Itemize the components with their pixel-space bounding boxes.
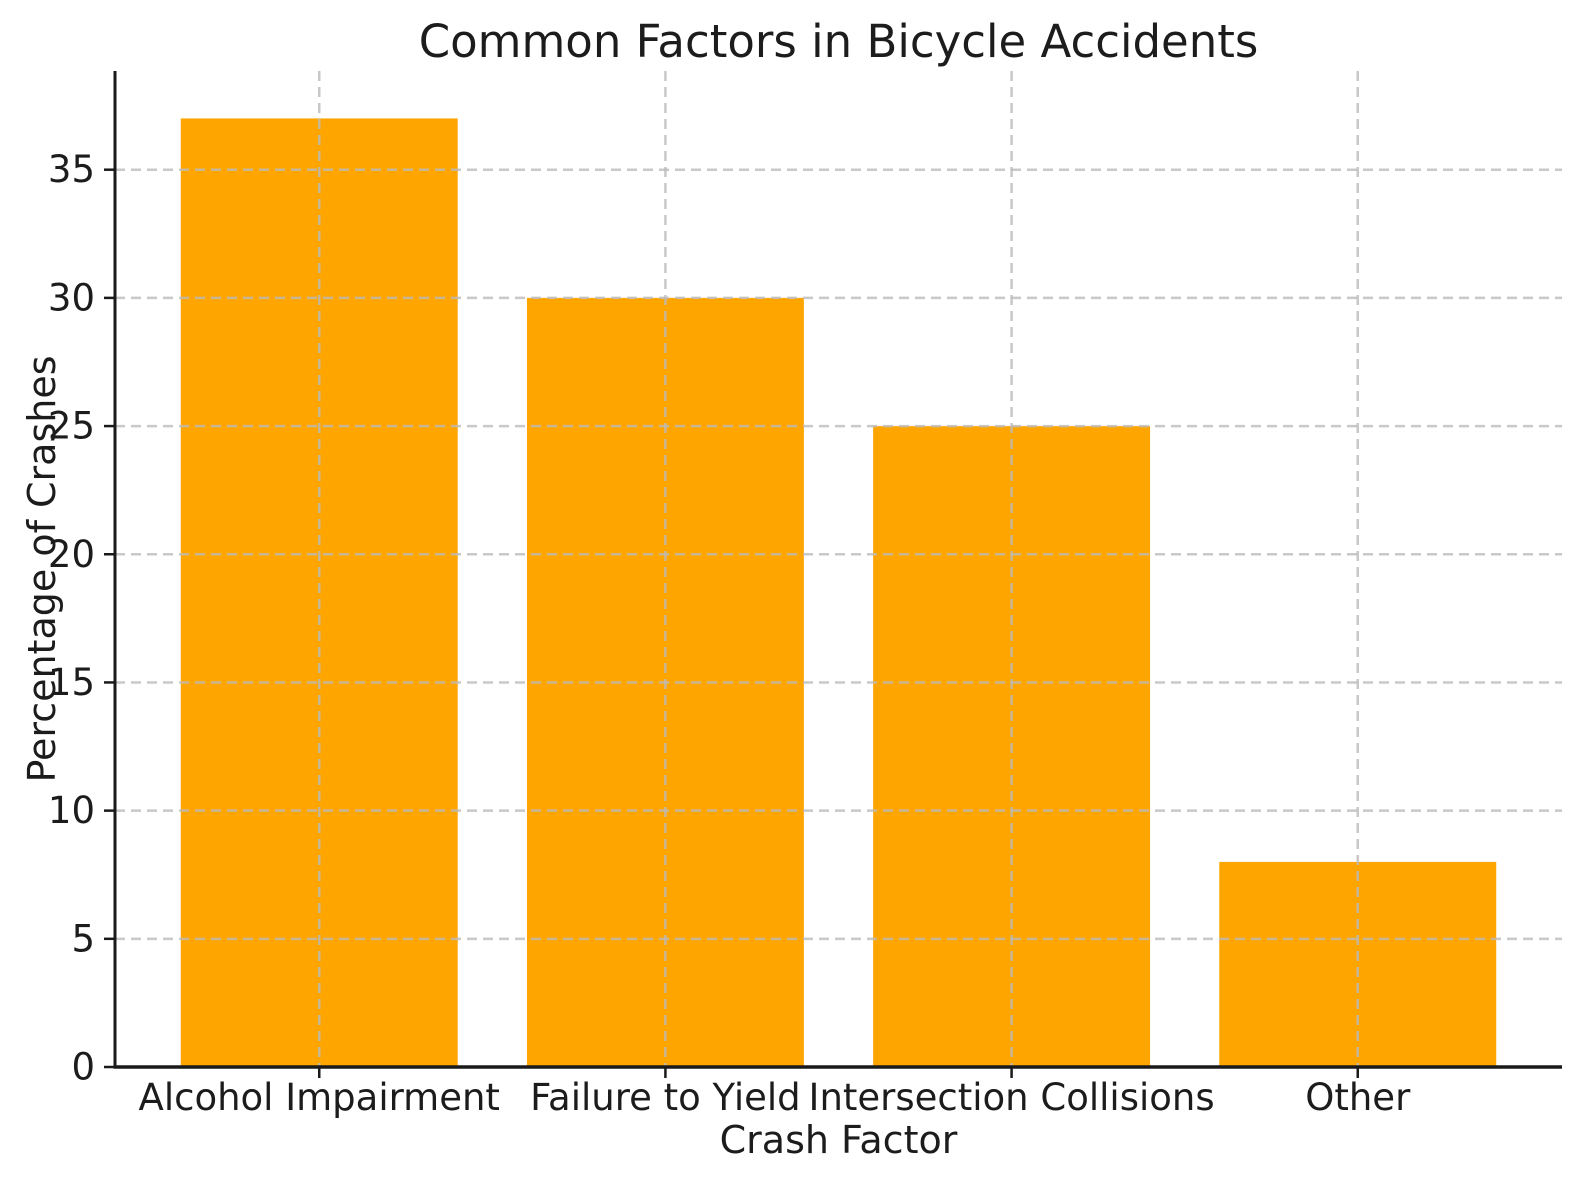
y-tick-label: 10 [48, 789, 95, 832]
x-tick-label: Other [1305, 1076, 1411, 1119]
y-tick-label: 20 [48, 533, 95, 576]
x-tick-label: Alcohol Impairment [139, 1076, 500, 1119]
y-tick-label: 5 [71, 917, 95, 960]
x-tick-label: Intersection Collisions [809, 1076, 1215, 1119]
x-axis-label: Crash Factor [720, 1118, 958, 1162]
x-tick-label: Failure to Yield [530, 1076, 801, 1119]
y-tick-label: 30 [48, 276, 95, 319]
y-tick-label: 0 [71, 1046, 95, 1089]
y-tick-label: 35 [48, 148, 95, 191]
chart-title: Common Factors in Bicycle Accidents [419, 15, 1259, 68]
y-tick-label: 25 [48, 405, 95, 448]
y-tick-label: 15 [48, 661, 95, 704]
y-axis-label: Percentage of Crashes [20, 355, 64, 782]
